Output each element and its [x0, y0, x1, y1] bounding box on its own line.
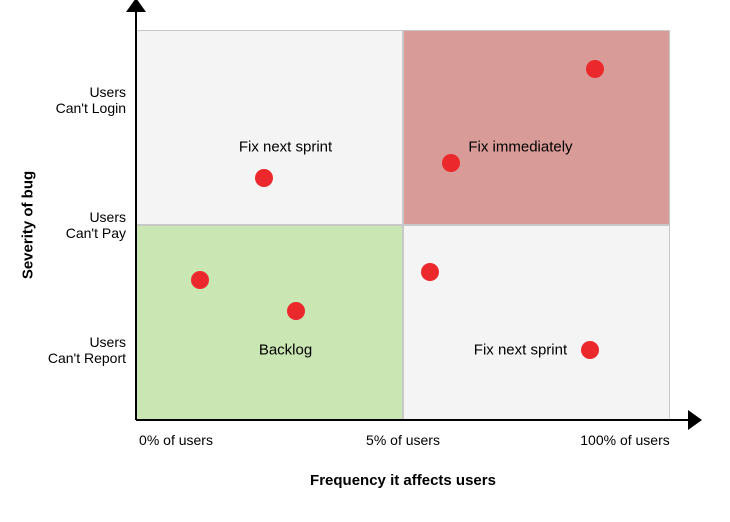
y-axis-title: Severity of bug [20, 171, 37, 279]
quadrant-top-right [403, 30, 670, 225]
quadrant-label-bottom-right: Fix next sprint [474, 341, 567, 358]
quadrant-bottom-left [136, 225, 403, 420]
quadrant-plot: Fix next sprint Fix immediately Backlog … [136, 30, 670, 420]
y-tick-label: UsersCan't Pay [66, 209, 126, 241]
quadrant-bottom-right [403, 225, 670, 420]
y-tick-label: UsersCan't Report [48, 334, 126, 366]
x-tick-label: 5% of users [366, 432, 440, 448]
scatter-point [442, 154, 460, 172]
x-axis-arrow-icon [688, 410, 702, 430]
quadrant-label-top-left: Fix next sprint [239, 139, 332, 156]
x-axis-line [136, 419, 688, 421]
scatter-point [287, 302, 305, 320]
quadrant-top-left [136, 30, 403, 225]
y-axis-arrow-icon [126, 0, 146, 12]
y-tick-label: UsersCan't Login [56, 84, 126, 116]
x-tick-label: 0% of users [139, 432, 213, 448]
x-axis-title: Frequency it affects users [310, 472, 496, 489]
quadrant-label-bottom-left: Backlog [259, 341, 312, 358]
scatter-point [421, 263, 439, 281]
scatter-point [581, 341, 599, 359]
x-tick-label: 100% of users [580, 432, 670, 448]
y-axis-line [135, 12, 137, 420]
scatter-point [586, 60, 604, 78]
scatter-point [255, 169, 273, 187]
quadrant-label-top-right: Fix immediately [468, 139, 572, 156]
scatter-point [191, 271, 209, 289]
